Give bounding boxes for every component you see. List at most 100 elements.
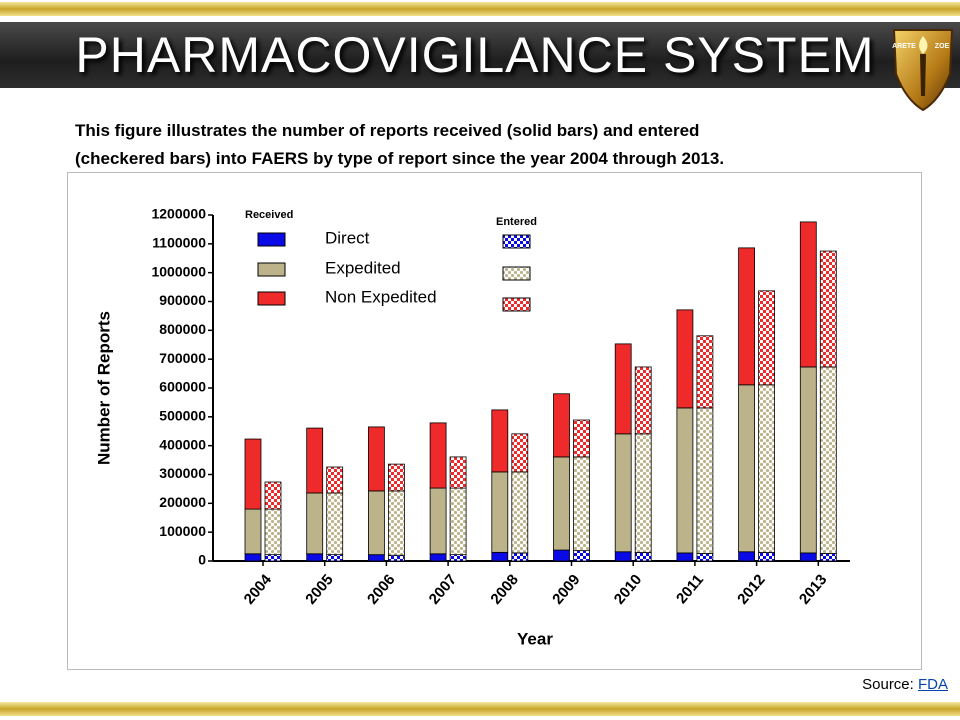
legend-heading: Received [245,209,293,221]
received-bar [553,456,570,551]
legend-label: Expedited [325,258,401,277]
received-bar [614,551,632,562]
received-bar [614,433,632,553]
received-bar [799,366,817,554]
received-bar [553,393,570,458]
entered-bar [573,419,590,458]
y-tick-label: 100000 [159,523,206,539]
entered-bar [819,553,837,562]
y-tick-label: 200000 [159,494,206,510]
entered-bar [758,384,775,553]
description-line: (checkered bars) into FAERS by type of r… [75,149,725,168]
y-tick-label: 500000 [159,408,206,424]
y-tick-label: 1200000 [151,206,206,222]
entered-bar [264,481,282,510]
source-label: Source: [862,676,914,693]
entered-bar [819,366,837,554]
received-bar [306,492,324,555]
entered-bar [758,290,775,386]
received-bar [367,554,385,562]
flame [919,36,928,54]
entered-bar [326,492,344,556]
received-bar [429,422,447,489]
entered-bar [696,407,714,554]
entered-bar [696,553,714,562]
source: Source: FDA [862,676,948,693]
received-bar [799,552,817,562]
y-axis-label: Number of Reports [94,311,113,465]
received-bar [676,309,694,409]
y-tick-label: 400000 [159,436,206,452]
received-bar [491,471,509,553]
entered-bar [387,554,405,562]
legend-swatch [257,262,286,277]
y-tick-label: 300000 [159,465,206,481]
y-tick-label: 1100000 [152,235,206,251]
legend-swatch [502,266,531,281]
title-bar [0,22,960,88]
entered-bar [387,463,405,492]
received-bar [614,343,632,435]
entered-bar [511,471,529,554]
received-bar [429,553,447,562]
entered-bar [696,335,714,409]
received-bar [799,221,817,368]
y-tick-label: 900000 [159,292,206,308]
slide-title: PHARMACOVIGILANCE SYSTEM [75,27,875,83]
entered-bar [326,466,344,494]
entered-bar [449,487,467,556]
entered-bar [634,366,652,435]
bottom-stripe [0,702,960,716]
received-bar [367,490,385,556]
entered-bar [573,550,590,562]
torch [920,54,926,96]
chart: Number of Reports Year Received Entered … [67,172,922,670]
received-bar [738,551,755,562]
description: This figure illustrates the number of re… [75,117,895,173]
logo: ARETE ZOE [892,29,954,112]
y-tick-label: 1000000 [151,263,206,279]
y-tick-label: 800000 [159,321,206,337]
entered-bar [819,250,837,368]
legend-swatch [257,291,286,306]
legend-heading: Entered [496,216,537,228]
received-bar [553,549,570,562]
received-bar [244,553,262,562]
entered-bar [387,490,405,556]
received-bar [306,427,324,494]
received-bar [367,426,385,492]
entered-bar [634,551,652,562]
legend-label: Direct [325,228,370,247]
x-axis-label: Year [517,629,553,648]
legend-swatch [257,232,286,247]
received-bar [491,551,509,562]
entered-bar [634,433,652,553]
legend-swatch [502,297,531,312]
received-bar [244,508,262,555]
received-bar [429,487,447,555]
received-bar [676,552,694,562]
entered-bar [264,554,282,562]
top-stripe [0,2,960,16]
received-bar [244,438,262,510]
logo-text: ARETE [892,43,916,50]
source-link[interactable]: FDA [918,676,948,693]
legend-swatch [502,234,531,249]
received-bar [738,384,755,553]
received-bar [306,553,324,562]
legend-label: Non Expedited [325,287,437,306]
description-line: This figure illustrates the number of re… [75,121,700,140]
logo-text: ZOE [935,43,950,50]
entered-bar [511,433,529,473]
entered-bar [511,552,529,562]
entered-bar [758,551,775,562]
y-tick-label: 0 [198,552,206,568]
received-bar [676,407,694,554]
entered-bar [326,554,344,562]
y-tick-label: 700000 [159,350,206,366]
y-tick-label: 600000 [159,379,206,395]
received-bar [491,409,509,473]
received-bar [738,247,755,386]
entered-bar [264,508,282,556]
